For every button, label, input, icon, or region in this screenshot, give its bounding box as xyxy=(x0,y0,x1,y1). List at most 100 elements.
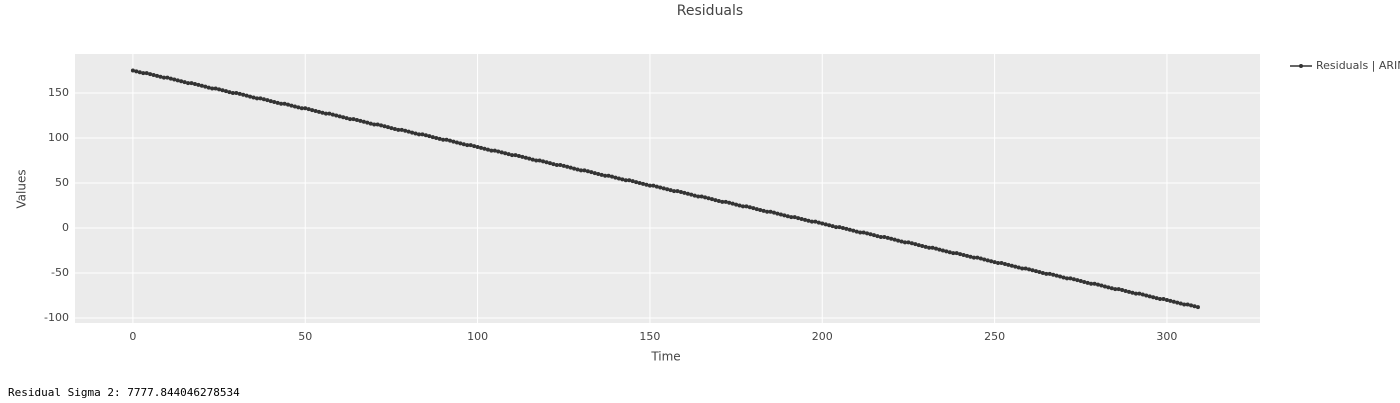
data-point xyxy=(248,94,253,99)
data-point xyxy=(182,80,187,85)
footer-text: Residual Sigma 2: 7777.844046278534 xyxy=(8,386,240,399)
data-point xyxy=(1071,277,1076,282)
data-point xyxy=(348,117,353,122)
data-point xyxy=(513,153,518,158)
data-point xyxy=(599,172,604,177)
data-point xyxy=(454,140,459,145)
data-point xyxy=(1092,281,1097,286)
data-point xyxy=(813,219,818,224)
data-point xyxy=(685,191,690,196)
data-point xyxy=(1044,271,1049,276)
data-point xyxy=(1020,266,1025,271)
data-point xyxy=(327,111,332,116)
data-point xyxy=(420,132,425,137)
data-point xyxy=(510,153,515,158)
data-point xyxy=(665,187,670,192)
data-point xyxy=(551,162,556,167)
data-point xyxy=(923,244,928,249)
data-point xyxy=(261,97,266,102)
data-point xyxy=(310,108,315,113)
data-point xyxy=(389,126,394,131)
data-point xyxy=(192,81,197,86)
data-point xyxy=(275,100,280,105)
data-point xyxy=(882,234,887,239)
data-point xyxy=(696,194,701,199)
data-point xyxy=(1033,269,1038,274)
data-point xyxy=(654,184,659,189)
data-point xyxy=(410,130,415,135)
data-point xyxy=(689,192,694,197)
data-point xyxy=(1047,271,1052,276)
data-point xyxy=(175,78,180,83)
data-point xyxy=(985,258,990,263)
data-point xyxy=(479,145,484,150)
data-point xyxy=(286,102,291,107)
data-point xyxy=(155,73,160,78)
data-point xyxy=(1182,302,1187,307)
x-axis-label: Time xyxy=(650,350,680,364)
data-point xyxy=(268,99,273,104)
data-point xyxy=(237,91,242,96)
data-point xyxy=(220,88,225,93)
data-point xyxy=(472,144,477,149)
data-point xyxy=(165,75,170,80)
data-point xyxy=(168,76,173,81)
data-point xyxy=(975,255,980,260)
x-tick-label: 250 xyxy=(984,330,1005,343)
data-point xyxy=(1102,284,1107,289)
y-tick-label: -50 xyxy=(51,266,69,279)
y-tick-label: 50 xyxy=(55,176,69,189)
data-point xyxy=(265,98,270,103)
data-point xyxy=(589,170,594,175)
data-point xyxy=(1175,300,1180,305)
data-point xyxy=(544,160,549,165)
data-point xyxy=(1016,265,1021,270)
data-point xyxy=(303,106,308,111)
data-point xyxy=(306,107,311,112)
data-point xyxy=(965,253,970,258)
y-axis-label: Values xyxy=(15,169,29,208)
data-point xyxy=(996,261,1001,266)
data-point xyxy=(637,180,642,185)
data-point xyxy=(616,176,621,181)
data-point xyxy=(534,158,539,163)
data-point xyxy=(444,137,449,142)
data-point xyxy=(516,153,521,158)
data-point xyxy=(354,117,359,122)
data-point xyxy=(861,230,866,235)
data-point xyxy=(582,168,587,173)
data-point xyxy=(1127,289,1132,294)
data-point xyxy=(847,227,852,232)
data-point xyxy=(885,235,890,240)
data-point xyxy=(623,178,628,183)
y-tick-label: 0 xyxy=(62,221,69,234)
data-point xyxy=(406,129,411,134)
data-point xyxy=(423,133,428,138)
x-tick-label: 150 xyxy=(639,330,660,343)
data-point xyxy=(989,259,994,264)
data-point xyxy=(392,126,397,131)
data-point xyxy=(199,83,204,88)
data-point xyxy=(1085,280,1090,285)
data-point xyxy=(1061,275,1066,280)
data-point xyxy=(785,214,790,219)
data-point xyxy=(1058,274,1063,279)
data-point xyxy=(1192,304,1197,309)
data-point xyxy=(909,241,914,246)
data-point xyxy=(279,101,284,106)
data-point xyxy=(434,135,439,140)
data-point xyxy=(1189,303,1194,308)
data-point xyxy=(210,86,215,91)
data-point xyxy=(799,216,804,221)
data-point xyxy=(716,198,721,203)
data-point xyxy=(682,190,687,195)
data-point xyxy=(754,207,759,212)
data-point xyxy=(651,183,656,188)
data-point xyxy=(1123,288,1128,293)
data-point xyxy=(768,209,773,214)
data-point xyxy=(878,234,883,239)
data-point xyxy=(230,90,235,95)
data-point xyxy=(465,143,470,148)
